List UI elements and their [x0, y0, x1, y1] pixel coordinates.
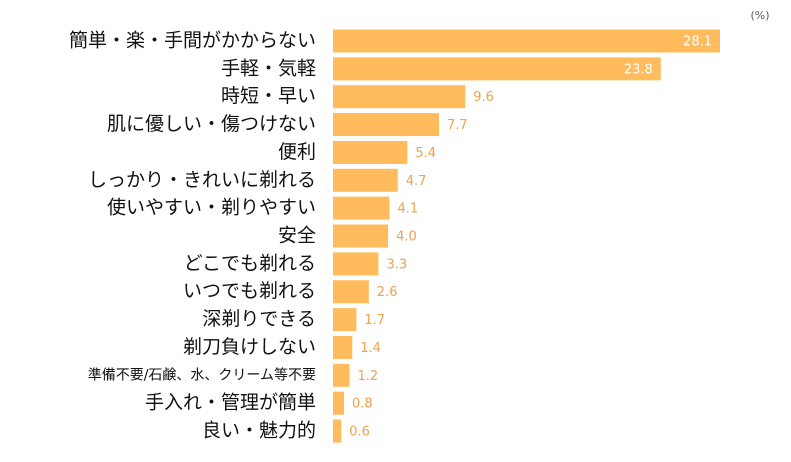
category-label: どこでも剃れる: [184, 252, 316, 274]
bar: [333, 113, 440, 137]
value-label: 0.6: [349, 425, 370, 440]
bar: [333, 419, 342, 443]
category-label: 良い・魅力的: [202, 420, 316, 442]
value-label: 1.2: [358, 369, 379, 384]
value-label: 5.4: [415, 146, 436, 161]
bar: [333, 196, 390, 220]
category-label: 手軽・気軽: [221, 57, 316, 79]
value-label: 4.1: [397, 202, 418, 217]
category-label: しっかり・きれいに剃れる: [88, 169, 316, 191]
bar: [333, 391, 345, 415]
category-label: 剃刀負けしない: [183, 336, 316, 358]
value-label: 9.6: [473, 90, 494, 105]
value-label: 4.7: [406, 174, 427, 189]
category-label: 簡単・楽・手間がかからない: [69, 30, 316, 52]
bar: [333, 140, 408, 164]
bar: [333, 308, 357, 332]
value-label: 28.1: [683, 35, 712, 50]
category-label: 深剃りできる: [202, 308, 316, 330]
bar: [333, 224, 389, 248]
unit-label: (%): [750, 9, 769, 22]
value-label: 1.4: [360, 341, 381, 356]
category-label: 肌に優しい・傷つけない: [107, 113, 316, 135]
bar: [333, 252, 379, 276]
category-label: いつでも剃れる: [183, 280, 316, 302]
category-label: 手入れ・管理が簡単: [145, 392, 316, 414]
value-label: 23.8: [624, 62, 653, 77]
bar: [333, 280, 369, 304]
category-label: 便利: [278, 141, 316, 163]
value-label: 2.6: [377, 285, 398, 300]
value-label: 7.7: [447, 118, 468, 133]
bar: [333, 168, 398, 192]
bar: [333, 29, 720, 53]
value-label: 1.7: [364, 313, 385, 328]
category-label: 安全: [278, 225, 316, 247]
bar: [333, 335, 353, 359]
value-label: 3.3: [386, 257, 407, 272]
bar: [333, 363, 350, 387]
value-label: 0.8: [352, 397, 373, 412]
bar: [333, 57, 661, 81]
category-label: 準備不要/石鹸、水、クリーム等不要: [88, 366, 316, 383]
value-label: 4.0: [396, 230, 417, 245]
category-label: 時短・早い: [221, 85, 316, 107]
category-label: 使いやすい・剃りやすい: [107, 197, 316, 219]
bar: [333, 85, 466, 109]
